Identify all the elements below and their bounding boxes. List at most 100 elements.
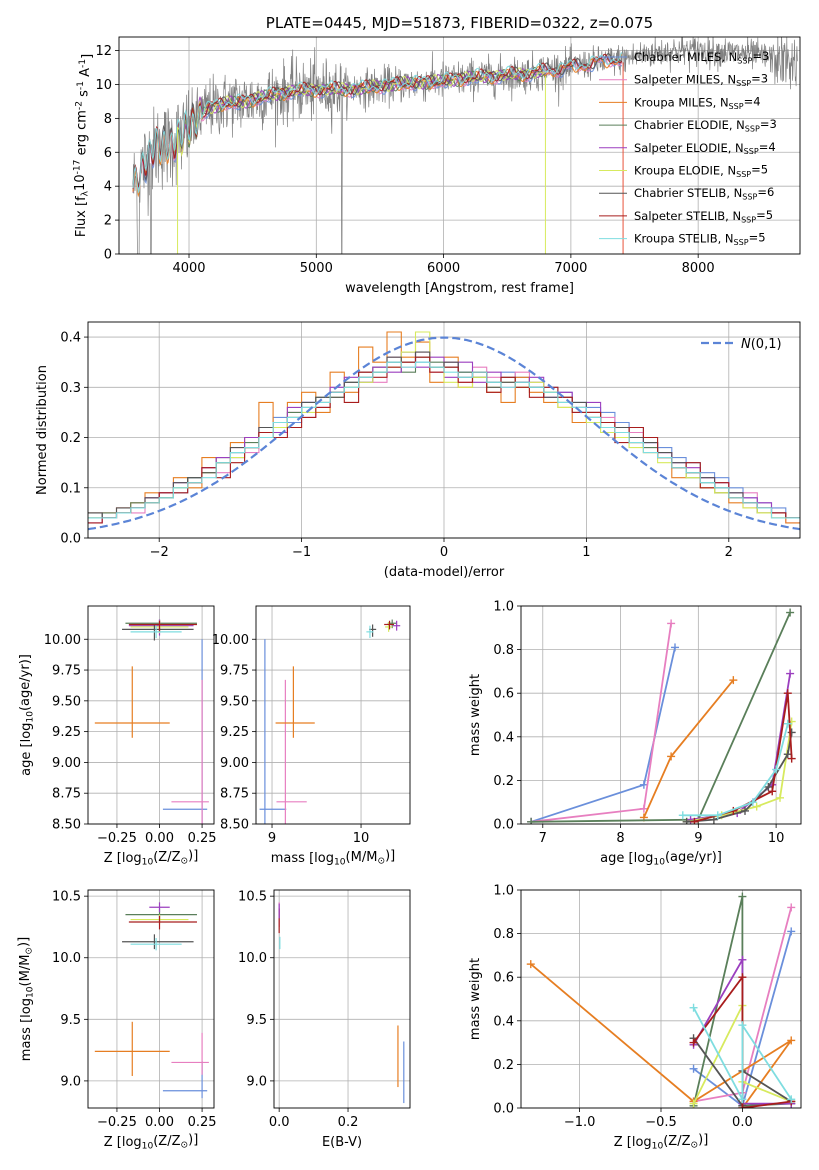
legend-label: Chabrier STELIB, NSSP=6 [634,185,774,201]
weight-marker [787,1036,796,1045]
y-tick-label: 0 [104,248,112,263]
residual-legend: N(0,1) [701,337,782,352]
mass-Z-axes-frame [87,889,215,1109]
weight-line [531,612,791,823]
x-tick-label: 8 [616,831,624,846]
x-tick-label: 6000 [427,261,460,276]
mass-EBV-axes-frame [273,889,411,1109]
age-mass-axes-plot-area [259,619,401,824]
y-tick-label: 10.5 [238,890,267,905]
x-axis-label: wavelength [Angstrom, rest frame] [345,281,574,296]
weight-marker [527,817,536,824]
y-tick-label: 6 [104,146,112,161]
y-tick-label: 0.8 [493,643,514,658]
spectrum-legend: Chabrier MILES, NSSP=3 Salpeter MILES, NS… [599,49,777,247]
age-Z-axes-grid [88,606,214,825]
weight-Z-axes: −1.0 −0.5 0.0 0.0 0.2 0.4 0.6 0.8 1.0 Z [log10(Z/… [468,884,802,1152]
errorbar-point [125,908,197,921]
y-tick-label: 10.5 [52,890,81,905]
y-tick-label: 10.00 [44,633,81,648]
histogram-step [88,361,800,519]
weight-marker [689,1099,698,1108]
y-tick-label: 9.5 [60,1013,81,1028]
x-axis-label: E(B-V) [322,1135,362,1150]
weight-marker [526,960,535,969]
legend-label: Salpeter STELIB, NSSP=5 [634,208,773,224]
errorbar-point [94,1021,170,1076]
weight-marker [729,676,738,685]
y-tick-label: 8 [104,112,112,127]
legend-label: Kroupa STELIB, NSSP=5 [634,231,766,247]
y-tick-label: 9.5 [246,1013,267,1028]
legend-label: Chabrier MILES, NSSP=3 [634,49,769,65]
x-tick-label: −1 [292,545,311,560]
age-mass-axes: 9 10 8.50 8.75 9.00 9.25 9.50 9.75 10.00 mass [lo… [212,605,411,868]
y-tick-label: 0.6 [493,687,514,702]
y-axis-label: mass weight [468,958,483,1040]
weight-marker [678,811,687,820]
y-tick-label: 9.00 [52,756,81,771]
y-tick-label: 8.50 [220,818,249,833]
weight-line [643,679,734,818]
y-tick-label: 0.4 [493,730,514,745]
weight-marker [689,1038,698,1047]
y-tick-label: 0.4 [493,1014,514,1029]
x-axis-label: (data-model)/error [384,565,505,580]
residual-axes-frame [87,321,801,539]
weight-marker [738,892,747,901]
weight-Z-axes-frame [520,889,802,1109]
weight-Z-axes-grid [521,889,801,1109]
y-tick-label: 0.8 [493,927,514,942]
y-axis-label: Normed distribution [35,365,50,495]
weight-marker [738,1021,747,1030]
residual-axes-grid [88,322,800,539]
x-tick-label: 9 [268,831,276,846]
weight-marker [787,754,796,763]
weight-marker [786,669,795,678]
weight-marker [748,798,757,807]
errorbar-point [384,620,394,630]
x-axis-label: age [log10(age/yr)] [600,850,722,868]
x-tick-label: 0 [440,545,448,560]
x-tick-label: 10 [353,831,370,846]
y-tick-label: 9.00 [220,756,249,771]
legend-label: Salpeter ELODIE, NSSP=4 [634,140,776,156]
x-tick-label: 10 [768,831,785,846]
x-tick-label: 2 [725,545,733,560]
mass-Z-axes-plot-area [94,902,209,1099]
y-axis-label: age [log10(age/yr)] [18,654,36,776]
y-tick-label: 10.0 [238,951,267,966]
x-tick-label: 9 [694,831,702,846]
weight-marker [776,793,784,802]
spectrum-axes: 4000 5000 6000 7000 8000 0 2 4 6 8 10 12 wavelength … [73,36,801,296]
weight-age-axes-ticks: 7 8 9 10 0.0 0.2 0.4 0.6 0.8 1.0 [493,600,784,847]
legend-label: Kroupa MILES, NSSP=4 [634,94,761,110]
y-tick-label: 0.1 [60,481,81,496]
x-axis-label: Z [log10(Z/Z⊙)] [104,849,199,868]
x-tick-label: −0.25 [97,1115,137,1130]
legend-label: Kroupa ELODIE, NSSP=5 [634,162,768,178]
mass-EBV-axes-ticks: 0.0 0.2 9.0 9.5 10.0 10.5 [238,890,358,1130]
age-Z-axes-plot-area [94,619,209,824]
weight-marker [689,1064,698,1073]
x-tick-label: 0.00 [145,1115,174,1130]
age-Z-axes-ticks: −0.25 0.00 0.25 8.50 8.75 9.00 9.25 9.50 9.75 10.… [44,633,217,846]
weight-marker [690,817,699,824]
errorbar-point [128,619,194,636]
x-tick-label: 5000 [300,261,333,276]
x-tick-label: 8000 [682,261,715,276]
x-tick-label: 0.0 [269,1115,290,1130]
residual-axes-ticks: −2 −1 0 1 2 0.0 0.1 0.2 0.3 0.4 [60,331,733,560]
weight-line [692,1007,792,1100]
y-tick-label: 10.0 [52,951,81,966]
weight-marker [667,752,676,761]
weight-marker [783,750,792,759]
weight-marker [786,608,795,617]
x-tick-label: 0.25 [188,1115,217,1130]
spectrum-axes-frame [118,36,801,255]
weight-line [690,673,791,821]
mass-EBV-axes-plot-area [278,902,405,1104]
model-spectrum-line [132,53,623,190]
x-tick-label: 7 [539,831,547,846]
age-mass-axes-ticks: 9 10 8.50 8.75 9.00 9.25 9.50 9.75 10.00 [212,633,370,846]
